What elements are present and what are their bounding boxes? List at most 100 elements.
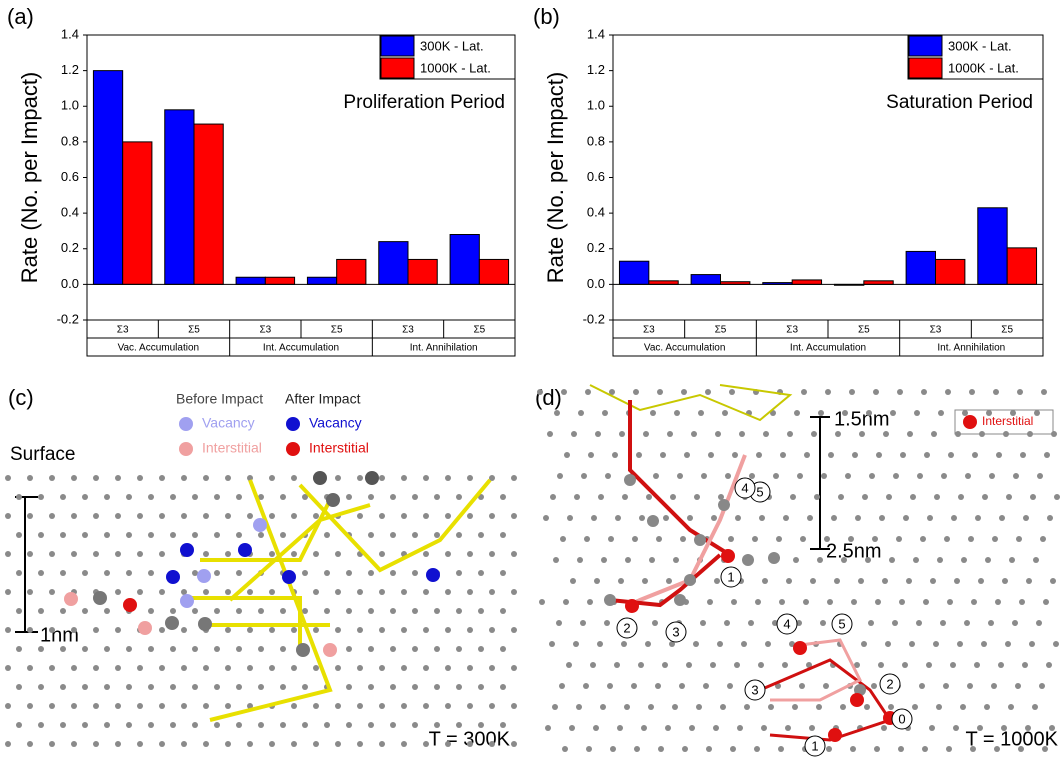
atom bbox=[996, 452, 1002, 458]
atom bbox=[313, 665, 319, 671]
atom-highlight bbox=[426, 568, 440, 582]
atom bbox=[324, 722, 330, 728]
atom bbox=[1046, 662, 1052, 668]
bar bbox=[164, 109, 195, 285]
atom bbox=[1050, 578, 1056, 584]
bar bbox=[449, 234, 480, 285]
atom bbox=[225, 475, 231, 481]
atom-highlight bbox=[694, 534, 706, 546]
atom bbox=[148, 570, 154, 576]
bar bbox=[1006, 247, 1038, 285]
atom-highlight bbox=[313, 471, 327, 485]
atom bbox=[93, 741, 99, 747]
marker-ring bbox=[879, 673, 901, 695]
atom bbox=[974, 662, 980, 668]
atom bbox=[478, 608, 484, 614]
atom bbox=[698, 410, 704, 416]
atom bbox=[879, 515, 885, 521]
atom bbox=[203, 589, 209, 595]
atom bbox=[225, 589, 231, 595]
atom bbox=[478, 646, 484, 652]
marker-label: 4 bbox=[741, 480, 748, 495]
atom bbox=[93, 627, 99, 633]
atom bbox=[258, 684, 264, 690]
atom bbox=[368, 532, 374, 538]
atom bbox=[269, 551, 275, 557]
atom bbox=[1036, 620, 1042, 626]
atom bbox=[913, 557, 919, 563]
group-label: Vac. Accumulation bbox=[644, 343, 726, 354]
atom bbox=[434, 608, 440, 614]
legend-text: Vacancy bbox=[309, 415, 362, 431]
atom bbox=[554, 410, 560, 416]
atom bbox=[930, 578, 936, 584]
x-tick-label: Σ5 bbox=[331, 325, 343, 336]
atom bbox=[1020, 452, 1026, 458]
atom bbox=[796, 620, 802, 626]
atom bbox=[379, 475, 385, 481]
atom bbox=[159, 741, 165, 747]
group-label: Int. Accumulation bbox=[790, 343, 866, 354]
atom bbox=[985, 557, 991, 563]
marker-ring bbox=[804, 735, 826, 757]
atom bbox=[115, 589, 121, 595]
atom bbox=[866, 410, 872, 416]
atom bbox=[324, 608, 330, 614]
atom bbox=[569, 725, 575, 731]
atom bbox=[489, 475, 495, 481]
atom bbox=[807, 515, 813, 521]
atom bbox=[614, 662, 620, 668]
legend-dot bbox=[179, 417, 193, 431]
atom bbox=[445, 741, 451, 747]
atom bbox=[357, 627, 363, 633]
atom bbox=[148, 494, 154, 500]
atom bbox=[909, 641, 915, 647]
atom bbox=[280, 532, 286, 538]
atom bbox=[927, 515, 933, 521]
x-tick-label: Σ3 bbox=[786, 325, 798, 336]
atom bbox=[5, 665, 11, 671]
atom bbox=[236, 646, 242, 652]
atom bbox=[827, 599, 833, 605]
atom bbox=[707, 599, 713, 605]
atom bbox=[302, 608, 308, 614]
atom bbox=[214, 494, 220, 500]
legend-dot bbox=[963, 415, 977, 429]
atom bbox=[203, 703, 209, 709]
marker-ring bbox=[734, 477, 756, 499]
atom bbox=[291, 513, 297, 519]
atom bbox=[489, 551, 495, 557]
atom bbox=[1016, 536, 1022, 542]
legend-label: 300K - Lat. bbox=[420, 38, 484, 53]
atom-highlight bbox=[282, 570, 296, 584]
atom bbox=[563, 599, 569, 605]
atom bbox=[577, 557, 583, 563]
atom bbox=[991, 683, 997, 689]
atom bbox=[1032, 704, 1038, 710]
atom bbox=[445, 513, 451, 519]
atom bbox=[597, 641, 603, 647]
atom bbox=[280, 494, 286, 500]
atom bbox=[934, 494, 940, 500]
atom bbox=[60, 570, 66, 576]
atom bbox=[16, 570, 22, 576]
atom bbox=[825, 389, 831, 395]
atom bbox=[818, 410, 824, 416]
atom bbox=[914, 410, 920, 416]
atom bbox=[975, 515, 981, 521]
panel-label: (c) bbox=[8, 385, 34, 410]
atom-highlight bbox=[64, 592, 78, 606]
atom bbox=[27, 665, 33, 671]
atom bbox=[936, 704, 942, 710]
atom-highlight bbox=[674, 594, 686, 606]
atom bbox=[467, 589, 473, 595]
atom bbox=[717, 641, 723, 647]
atom bbox=[60, 684, 66, 690]
atom bbox=[445, 475, 451, 481]
atom bbox=[604, 620, 610, 626]
atom bbox=[1001, 725, 1007, 731]
atom bbox=[861, 641, 867, 647]
atom bbox=[986, 410, 992, 416]
atom bbox=[269, 665, 275, 671]
atom bbox=[49, 513, 55, 519]
